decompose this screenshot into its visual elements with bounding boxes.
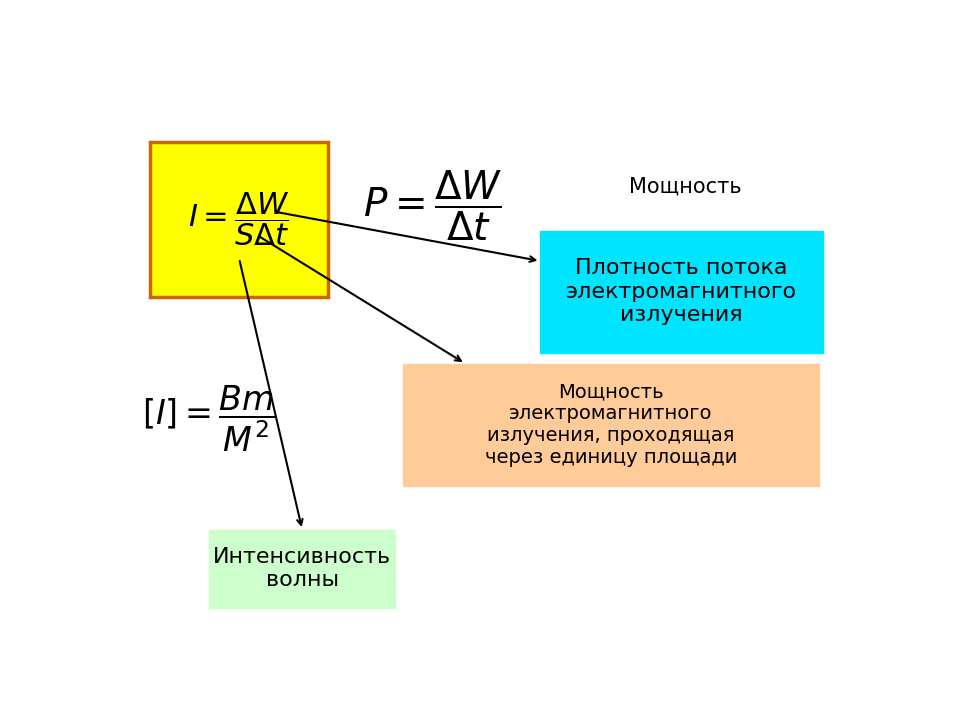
Text: $I = \dfrac{\Delta W}{S\Delta t}$: $I = \dfrac{\Delta W}{S\Delta t}$ xyxy=(188,191,290,248)
Text: $\left[I\right] = \dfrac{\mathit{Bm}}{\mathit{M}^{2}}$: $\left[I\right] = \dfrac{\mathit{Bm}}{\m… xyxy=(142,384,276,454)
FancyBboxPatch shape xyxy=(403,364,820,485)
Text: Мощность
электромагнитного
излучения, проходящая
через единицу площади: Мощность электромагнитного излучения, пр… xyxy=(485,382,737,467)
Text: Интенсивность
волны: Интенсивность волны xyxy=(213,547,392,590)
FancyBboxPatch shape xyxy=(540,230,823,353)
Text: Мощность: Мощность xyxy=(629,176,742,196)
Text: $P = \dfrac{\Delta W}{\Delta t}$: $P = \dfrac{\Delta W}{\Delta t}$ xyxy=(363,168,502,243)
Text: Плотность потока
электромагнитного
излучения: Плотность потока электромагнитного излуч… xyxy=(566,258,798,325)
FancyBboxPatch shape xyxy=(209,530,396,608)
FancyBboxPatch shape xyxy=(150,142,328,297)
